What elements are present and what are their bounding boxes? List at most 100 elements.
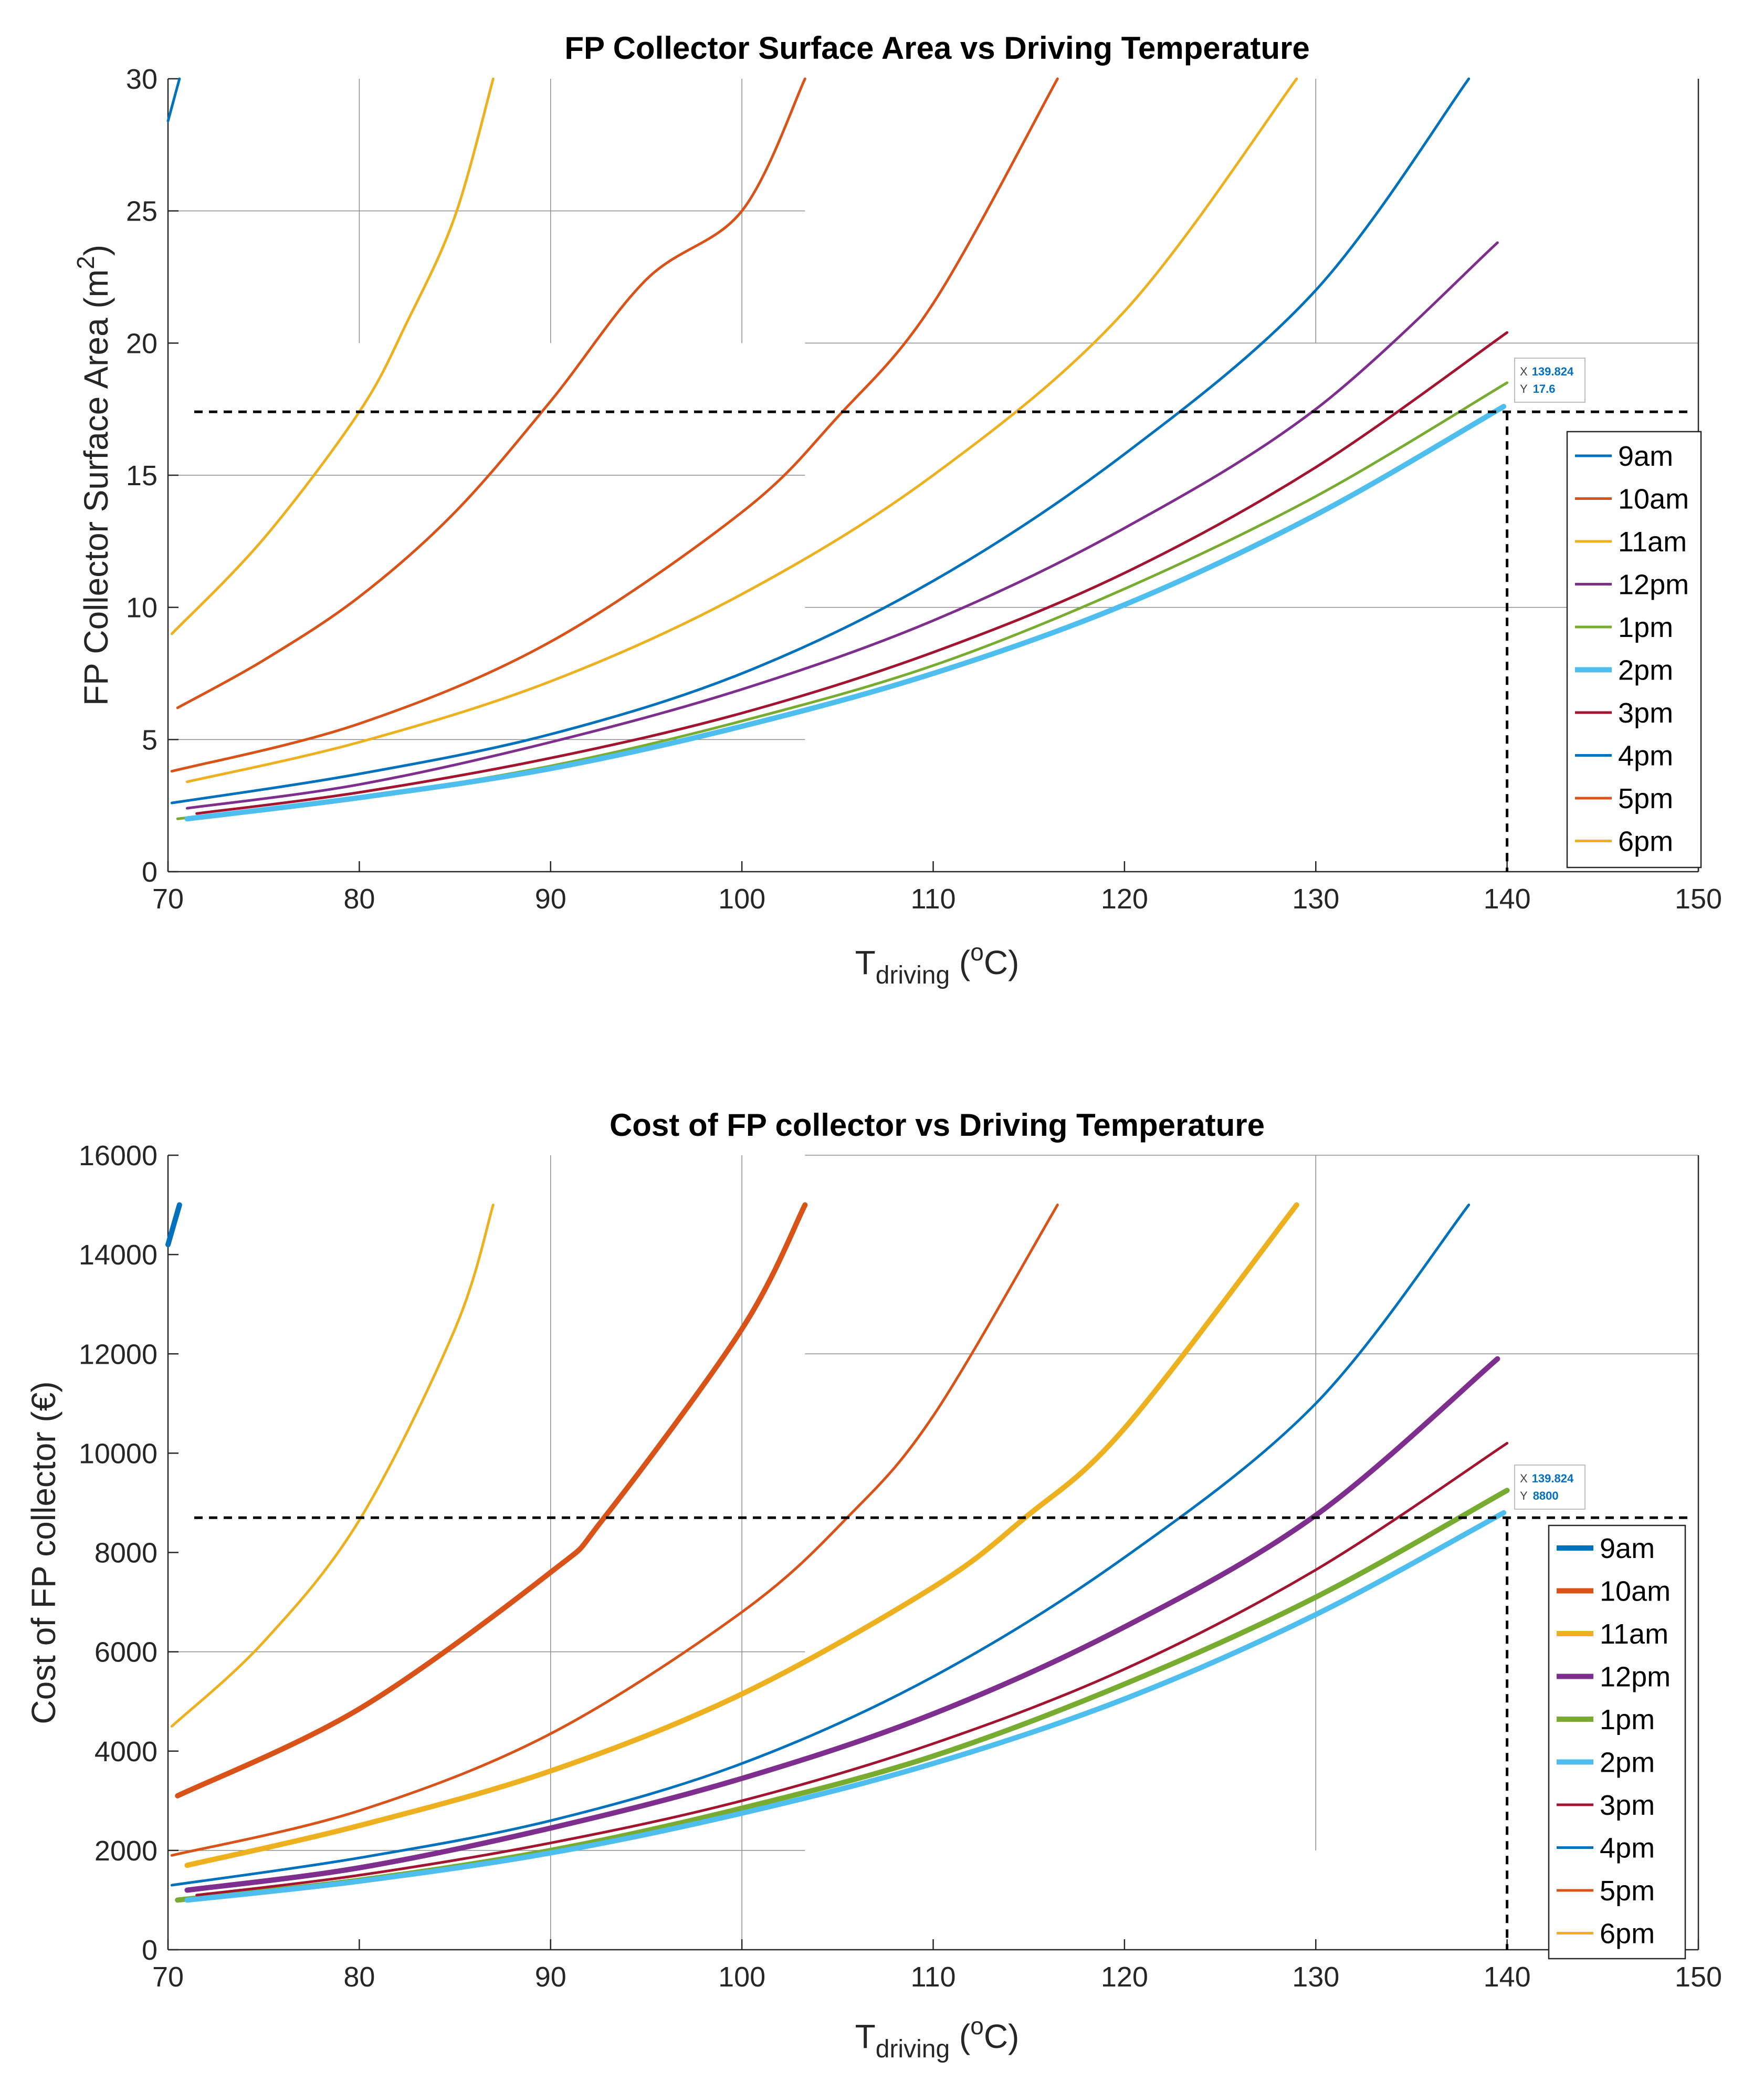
y-axis-title-main: Cost of FP collector (€) [25, 1381, 62, 1724]
legend-label-6pm: 6pm [1600, 1918, 1655, 1950]
series-line-10am[interactable] [175, 1202, 808, 1798]
series-line-12pm[interactable] [184, 1356, 1500, 1893]
data-tip-y-label: Y [1520, 1489, 1528, 1502]
data-tip[interactable]: X 139.824 Y 8800 [1514, 1465, 1586, 1510]
series-line-4pm[interactable] [170, 77, 1471, 804]
data-tip-y-value: 17.6 [1533, 382, 1556, 395]
data-tip-y: Y 17.6 [1520, 382, 1556, 395]
legend-label-12pm: 12pm [1600, 1661, 1671, 1693]
x-tick-label: 120 [1101, 1961, 1148, 1993]
x-axis-title-main: T [855, 2017, 876, 2055]
series-line-9am[interactable] [165, 1202, 182, 1248]
x-axis-title-sub: driving [876, 961, 950, 989]
series-line-5pm[interactable] [170, 1204, 1059, 1857]
legend-label-1pm: 1pm [1618, 612, 1673, 643]
series-line-3pm[interactable] [195, 1441, 1509, 1897]
legend-entries: 9am 10am 11am 12pm 1pm 2pm 3pm 4pm 5pm 6pm [1557, 1533, 1671, 1950]
data-tip-y-label: Y [1520, 382, 1528, 395]
y-tick-label: 10000 [79, 1438, 158, 1469]
data-tip-box [1514, 358, 1586, 403]
x-tick-label: 130 [1292, 883, 1339, 915]
series-line-10am[interactable] [176, 77, 806, 709]
series-line-2pm[interactable] [184, 1510, 1507, 1903]
y-tick-label: 8000 [94, 1538, 158, 1569]
y-tick-label: 0 [142, 856, 158, 888]
legend-label-3pm: 3pm [1618, 697, 1673, 729]
y-tick-label: 15 [126, 460, 158, 492]
series-line-11am[interactable] [170, 77, 495, 635]
legend-label-10am: 10am [1618, 484, 1689, 515]
y-tick-label: 5 [142, 724, 158, 756]
series-line-9am[interactable] [166, 77, 181, 123]
legend: 9am 10am 11am 12pm 1pm 2pm 3pm 4pm 5pm 6pm [1566, 431, 1702, 869]
data-tip-y: Y 8800 [1520, 1489, 1559, 1502]
y-ticks: 0 2000 4000 6000 8000 10000 12000 14000 16000 [79, 1140, 178, 1966]
y-tick-label: 4000 [94, 1736, 158, 1768]
legend: 9am 10am 11am 12pm 1pm 2pm 3pm 4pm 5pm 6pm [1548, 1524, 1686, 1960]
series-line-6pm[interactable] [170, 1204, 495, 1728]
series-line-5pm[interactable] [170, 77, 1059, 773]
legend-label-6pm: 6pm [1618, 826, 1673, 858]
y-axis-title-main: FP Collector Surface Area (m [77, 269, 115, 706]
x-tick-label: 80 [343, 883, 375, 915]
y-tick-label: 20 [126, 328, 158, 359]
data-tip-y-value: 8800 [1533, 1489, 1559, 1502]
x-axis-title-sub: driving [876, 2035, 950, 2063]
chart-title: FP Collector Surface Area vs Driving Tem… [564, 30, 1309, 66]
y-tick-label: 14000 [79, 1239, 158, 1271]
y-tick-label: 0 [142, 1934, 158, 1966]
y-axis-title: FP Collector Surface Area (m2) [72, 245, 115, 706]
data-tip-x: X 139.824 [1520, 365, 1574, 378]
x-tick-label: 90 [535, 883, 566, 915]
legend-box [1548, 1524, 1686, 1960]
y-tick-label: 6000 [94, 1637, 158, 1668]
reference-lines [194, 1516, 1693, 1950]
legend-label-11am: 11am [1600, 1618, 1668, 1650]
x-ticks: 70 80 90 100 110 120 130 140 150 [152, 1939, 1722, 1993]
legend-label-11am: 11am [1618, 526, 1687, 558]
legend-label-12pm: 12pm [1618, 569, 1689, 601]
grid [168, 1155, 1698, 1950]
reference-lines [194, 410, 1693, 872]
legend-label-5pm: 5pm [1600, 1875, 1655, 1907]
series-lines [166, 77, 1509, 822]
x-axis-title: Tdriving (oC) [855, 2012, 1020, 2063]
legend-label-4pm: 4pm [1600, 1833, 1655, 1864]
series-line-3pm[interactable] [195, 331, 1509, 815]
x-tick-label: 150 [1675, 883, 1722, 915]
x-tick-label: 140 [1484, 883, 1531, 915]
x-axis-title-unit-close: C) [984, 944, 1020, 981]
x-tick-label: 70 [152, 1961, 184, 1993]
legend-label-2pm: 2pm [1600, 1747, 1655, 1779]
data-tip[interactable]: X 139.824 Y 17.6 [1514, 358, 1586, 403]
x-ticks: 70 80 90 100 110 120 130 140 150 [152, 861, 1722, 915]
legend-label-10am: 10am [1600, 1576, 1671, 1607]
legend-label-3pm: 3pm [1600, 1790, 1655, 1821]
x-tick-label: 100 [718, 1961, 765, 1993]
data-tip-x-value: 139.824 [1532, 1472, 1574, 1485]
legend-label-4pm: 4pm [1618, 740, 1673, 772]
surface-area-chart: FP Collector Surface Area vs Driving Tem… [72, 30, 1722, 989]
x-tick-label: 110 [910, 883, 956, 915]
series-line-4pm[interactable] [170, 1204, 1471, 1887]
legend-label-9am: 9am [1618, 441, 1673, 472]
x-tick-label: 70 [152, 883, 184, 915]
series-line-11am[interactable] [184, 1202, 1299, 1868]
series-line-6pm[interactable] [185, 77, 1298, 783]
data-tip-x-label: X [1520, 1472, 1528, 1485]
x-axis-title-unit-sup: o [970, 938, 984, 966]
y-tick-label: 25 [126, 196, 158, 227]
chart-title: Cost of FP collector vs Driving Temperat… [610, 1107, 1265, 1143]
legend-label-2pm: 2pm [1618, 655, 1673, 686]
series-line-2pm[interactable] [184, 404, 1507, 822]
y-ticks: 0 5 10 15 20 25 30 [126, 64, 178, 888]
legend-label-5pm: 5pm [1618, 783, 1673, 814]
x-tick-label: 110 [910, 1961, 956, 1993]
legend-box [1566, 431, 1702, 869]
x-axis-title-unit-open: ( [950, 2017, 970, 2055]
y-tick-label: 2000 [94, 1835, 158, 1867]
x-axis-title: Tdriving (oC) [855, 938, 1020, 989]
x-axis-title-unit-sup: o [970, 2012, 984, 2040]
cost-chart: Cost of FP collector vs Driving Temperat… [25, 1107, 1722, 2063]
series-line-12pm[interactable] [185, 241, 1499, 810]
